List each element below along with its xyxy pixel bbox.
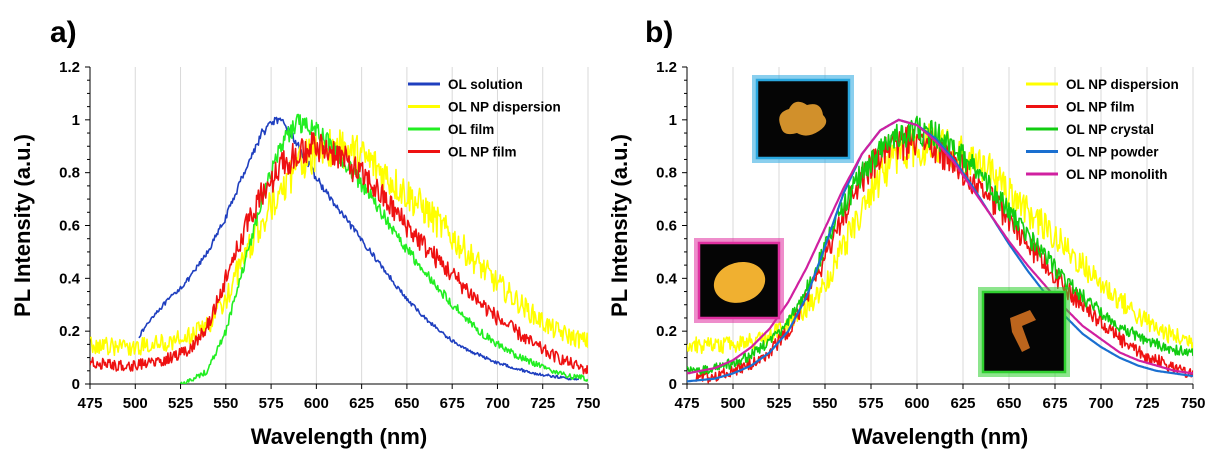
plot-area [90, 113, 588, 384]
y-tick-label: 0 [669, 376, 677, 393]
x-tick-label: 525 [766, 395, 791, 412]
x-tick-label: 750 [575, 395, 600, 412]
legend: OL NP dispersion OL NP film OL NP crystal O… [1026, 77, 1179, 182]
y-axis-title: PL Intensity (a.u.) [607, 134, 632, 317]
legend-label: OL solution [448, 77, 523, 92]
x-tick-label: 625 [349, 395, 374, 412]
y-tick-label: 1 [669, 112, 677, 129]
series-line-ol-np-powder [687, 118, 1193, 383]
x-tick-label: 475 [674, 395, 699, 412]
x-tick-label: 700 [1088, 395, 1113, 412]
inset-photo [752, 75, 854, 163]
x-tick-label: 725 [530, 395, 555, 412]
x-tick-label: 550 [213, 395, 238, 412]
series-line-ol-np-monolith [687, 118, 1193, 375]
legend-label: OL NP film [1066, 100, 1135, 115]
x-tick-label: 750 [1180, 395, 1205, 412]
y-tick-label: 0.2 [656, 323, 677, 340]
series-line-ol-solution [138, 116, 579, 381]
plot-area [687, 115, 1193, 384]
x-tick-label: 625 [950, 395, 975, 412]
x-tick-label: 500 [720, 395, 745, 412]
x-tick-label: 575 [259, 395, 284, 412]
chart-panel-a: a) 0 0.2 0.4 0.6 0.8 1 1.2 475 500 525 550 575 600 625… [10, 16, 601, 449]
inset-glow [694, 238, 784, 323]
inset-photo [978, 287, 1070, 377]
x-tick-label: 525 [168, 395, 193, 412]
panel-label: a) [50, 16, 77, 49]
powder-image [779, 101, 827, 136]
x-axis-title: Wavelength (nm) [251, 424, 427, 449]
series-line-ol-np-film [90, 131, 588, 375]
y-tick-label: 0.6 [656, 218, 677, 235]
x-tick-label: 575 [858, 395, 883, 412]
crystal-image [1010, 310, 1036, 352]
y-tick-label: 1.2 [656, 59, 677, 76]
series-line-ol-np-film [695, 125, 1193, 384]
legend-label: OL NP dispersion [448, 100, 561, 115]
legend-label: OL NP monolith [1066, 167, 1168, 182]
x-axis-title: Wavelength (nm) [852, 424, 1028, 449]
y-tick-label: 0.2 [59, 323, 80, 340]
legend-label: OL NP crystal [1066, 122, 1154, 137]
legend-label: OL NP dispersion [1066, 77, 1179, 92]
inset-glow [752, 75, 854, 163]
x-tick-label: 725 [1134, 395, 1159, 412]
series-line-ol-np-crystal [687, 115, 1193, 375]
x-tick-label: 675 [1042, 395, 1067, 412]
x-tick-label: 600 [904, 395, 929, 412]
x-tick-label: 500 [123, 395, 148, 412]
y-axis-title: PL Intensity (a.u.) [10, 134, 35, 317]
y-tick-label: 0.4 [59, 270, 81, 287]
y-tick-label: 0.8 [656, 165, 677, 182]
inset-photo [694, 238, 784, 323]
y-tick-label: 0.6 [59, 218, 80, 235]
y-tick-label: 0 [72, 376, 80, 393]
x-tick-label: 600 [304, 395, 329, 412]
legend-label: OL NP powder [1066, 145, 1159, 160]
y-tick-label: 1 [72, 112, 80, 129]
x-tick-label: 675 [440, 395, 465, 412]
y-tick-label: 1.2 [59, 59, 80, 76]
x-tick-label: 475 [77, 395, 102, 412]
x-tick-label: 550 [812, 395, 837, 412]
legend: OL solution OL NP dispersion OL film OL NP … [408, 77, 561, 160]
y-tick-label: 0.4 [656, 270, 678, 287]
panel-label: b) [645, 16, 673, 49]
monolith-image [713, 261, 766, 303]
chart-panel-b: b) 0 0.2 0.4 0.6 0.8 1 1.2 475 500 525 550 575 600 625… [607, 16, 1206, 449]
series-line-ol-film [179, 113, 588, 384]
legend-label: OL film [448, 122, 494, 137]
x-tick-label: 650 [996, 395, 1021, 412]
inset-frame [755, 78, 851, 160]
x-tick-label: 700 [485, 395, 510, 412]
y-tick-label: 0.8 [59, 165, 80, 182]
inset-glow [978, 287, 1070, 377]
x-tick-label: 650 [394, 395, 419, 412]
legend-label: OL NP film [448, 145, 517, 160]
